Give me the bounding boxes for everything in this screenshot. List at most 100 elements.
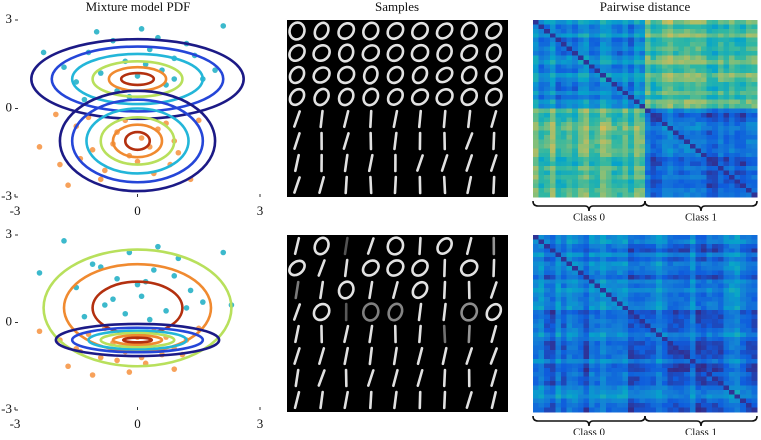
matrix-cell (712, 51, 718, 56)
matrix-cell (639, 359, 645, 364)
point (114, 276, 120, 282)
matrix-cell (555, 399, 561, 404)
matrix-cell (740, 306, 746, 311)
matrix-cell (623, 78, 629, 83)
matrix-cell (572, 73, 578, 78)
matrix-cell (578, 47, 584, 52)
matrix-cell (539, 157, 545, 162)
matrix-cell (567, 144, 573, 149)
matrix-cell (611, 324, 617, 329)
matrix-cell (751, 95, 757, 100)
matrix-cell (595, 346, 601, 351)
matrix-cell (550, 284, 556, 289)
matrix-cell (723, 29, 729, 34)
matrix-cell (572, 235, 578, 240)
matrix-cell (684, 47, 690, 52)
matrix-cell (572, 390, 578, 395)
matrix-cell (561, 170, 567, 175)
matrix-cell (533, 385, 539, 390)
matrix-cell (746, 29, 752, 34)
matrix-cell (595, 175, 601, 180)
matrix-cell (617, 262, 623, 267)
matrix-cell (679, 82, 685, 87)
matrix-cell (583, 337, 589, 342)
matrix-cell (673, 47, 679, 52)
matrix-cell (695, 38, 701, 43)
matrix-cell (623, 122, 629, 127)
matrix-cell (645, 24, 651, 29)
matrix-cell (740, 73, 746, 78)
matrix-cell (611, 64, 617, 69)
point (200, 299, 206, 305)
matrix-cell (729, 319, 735, 324)
matrix-cell (572, 403, 578, 408)
matrix-cell (735, 104, 741, 109)
matrix-cell (578, 253, 584, 258)
matrix-cell (533, 394, 539, 399)
matrix-cell (701, 372, 707, 377)
matrix-cell (662, 117, 668, 122)
matrix-cell (634, 244, 640, 249)
matrix-cell (656, 144, 662, 149)
matrix-cell (751, 394, 757, 399)
matrix-cell (611, 270, 617, 275)
matrix-cell (561, 293, 567, 298)
matrix-cell (600, 390, 606, 395)
matrix-cell (707, 346, 713, 351)
matrix-cell (555, 170, 561, 175)
matrix-cell (561, 408, 567, 413)
matrix-cell (729, 139, 735, 144)
matrix-cell (583, 47, 589, 52)
matrix-cell (583, 24, 589, 29)
matrix-cell (628, 337, 634, 342)
matrix-cell (611, 78, 617, 83)
matrix-cell (578, 100, 584, 105)
matrix-cell (735, 408, 741, 413)
matrix-cell (600, 328, 606, 333)
matrix-cell (656, 310, 662, 315)
matrix-cell (707, 29, 713, 34)
matrix-cell (606, 372, 612, 377)
matrix-cell (712, 153, 718, 158)
matrix-cell (684, 332, 690, 337)
matrix-cell (695, 144, 701, 149)
matrix-cell (583, 144, 589, 149)
matrix-cell (561, 47, 567, 52)
matrix-cell (572, 257, 578, 262)
matrix-cell (550, 328, 556, 333)
matrix-cell (707, 135, 713, 140)
matrix-cell (544, 297, 550, 302)
matrix-cell (707, 139, 713, 144)
matrix-cell (533, 328, 539, 333)
point (147, 317, 153, 323)
matrix-cell (695, 82, 701, 87)
matrix-cell (561, 95, 567, 100)
matrix-cell (606, 113, 612, 118)
matrix-cell (583, 315, 589, 320)
matrix-cell (662, 51, 668, 56)
matrix-cell (550, 33, 556, 38)
matrix-cell (533, 341, 539, 346)
matrix-cell (539, 381, 545, 386)
matrix-cell (701, 184, 707, 189)
matrix-cell (684, 33, 690, 38)
matrix-cell (645, 385, 651, 390)
matrix-cell (600, 95, 606, 100)
matrix-cell (723, 394, 729, 399)
matrix-cell (735, 113, 741, 118)
panel-title: Samples (375, 0, 419, 14)
matrix-cell (707, 60, 713, 65)
matrix-cell (645, 20, 651, 25)
matrix-cell (634, 135, 640, 140)
matrix-cell (667, 315, 673, 320)
matrix-cell (606, 20, 612, 25)
matrix-cell (606, 394, 612, 399)
matrix-cell (544, 372, 550, 377)
matrix-cell (695, 310, 701, 315)
matrix-cell (656, 122, 662, 127)
matrix-cell (667, 297, 673, 302)
matrix-cell (673, 359, 679, 364)
matrix-cell (656, 184, 662, 189)
matrix-cell (583, 135, 589, 140)
matrix-cell (617, 122, 623, 127)
